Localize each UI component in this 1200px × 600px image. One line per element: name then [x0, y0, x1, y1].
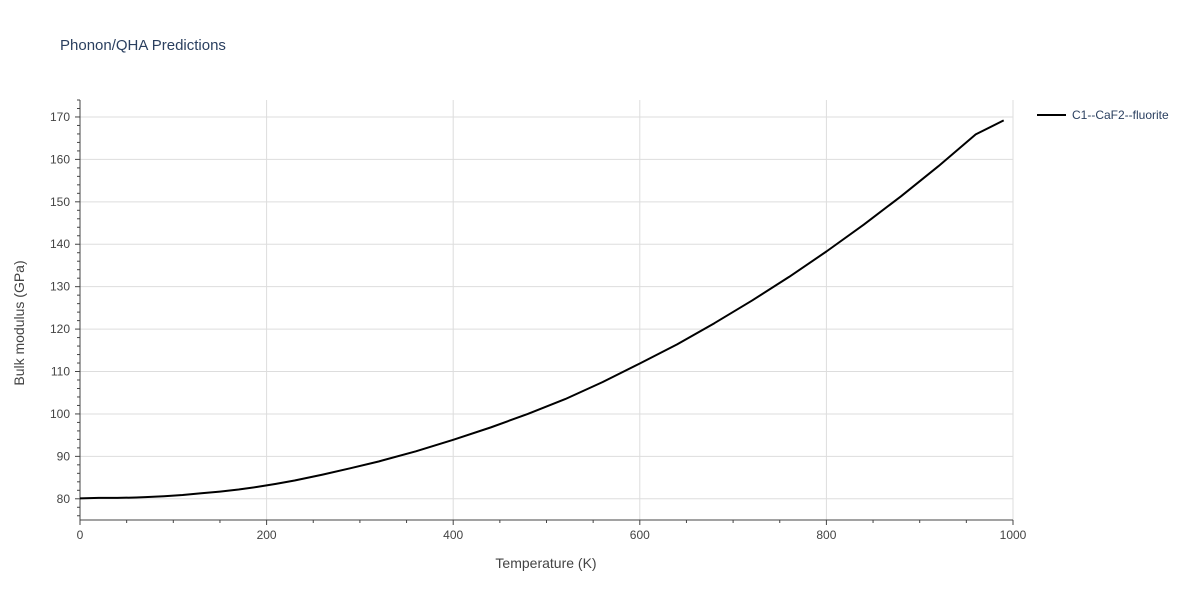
x-axis-ticks: 0 200 400 600 800 1000	[77, 520, 1027, 542]
y-tick-label: 170	[50, 110, 70, 124]
grid-lines	[80, 100, 1014, 520]
series-line[interactable]	[79, 119, 1005, 500]
y-tick-label: 90	[57, 449, 71, 463]
y-tick-label: 150	[50, 195, 70, 209]
y-tick-label: 120	[50, 322, 70, 336]
x-tick-label: 800	[816, 528, 836, 542]
y-tick-label: 130	[50, 280, 70, 294]
chart-title: Phonon/QHA Predictions	[60, 37, 226, 54]
y-tick-label: 140	[50, 237, 70, 251]
y-tick-label: 110	[51, 365, 70, 379]
x-tick-label: 0	[77, 528, 84, 542]
y-axis-title: Bulk modulus (GPa)	[11, 260, 27, 385]
legend-label: C1--CaF2--fluorite	[1072, 108, 1169, 122]
x-tick-label: 1000	[1000, 528, 1027, 542]
y-axis-ticks: 80 90 100 110 120 130 140 150 160 170	[50, 99, 80, 517]
series-layer	[79, 119, 1005, 500]
x-tick-label: 400	[443, 528, 463, 542]
axes	[79, 100, 1013, 521]
x-tick-label: 600	[630, 528, 650, 542]
legend[interactable]: C1--CaF2--fluorite	[1037, 108, 1169, 122]
x-axis-title: Temperature (K)	[495, 555, 596, 571]
x-tick-label: 200	[257, 528, 277, 542]
y-tick-label: 80	[57, 492, 71, 506]
y-tick-label: 160	[50, 152, 70, 166]
y-tick-label: 100	[50, 407, 70, 421]
